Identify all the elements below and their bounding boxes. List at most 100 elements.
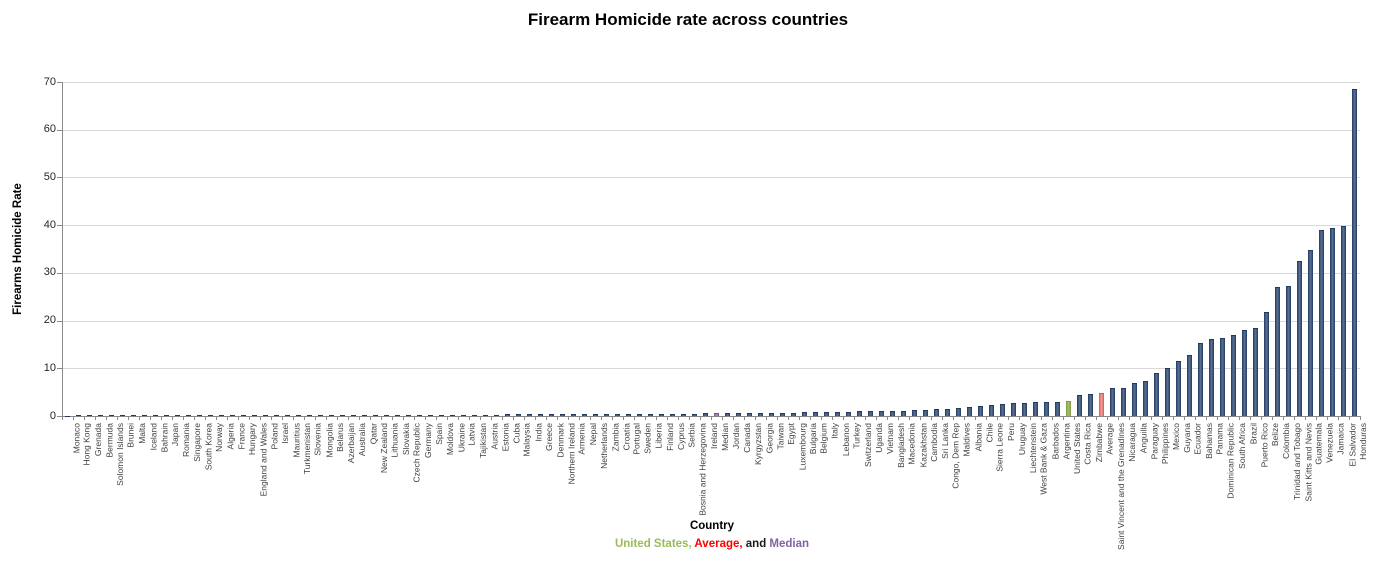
x-tick-mark xyxy=(645,416,646,420)
x-tick-mark xyxy=(1052,416,1053,420)
x-tick-mark xyxy=(425,416,426,420)
y-tick-mark xyxy=(57,272,62,274)
x-category-label: Turkey xyxy=(852,423,862,449)
x-category-label: Saint Kitts and Nevis xyxy=(1303,423,1313,502)
gridline xyxy=(62,177,1360,179)
x-tick-mark xyxy=(953,416,954,420)
x-category-label: India xyxy=(533,423,543,442)
x-category-label: Italy xyxy=(830,423,840,439)
bar-guatemala xyxy=(1308,250,1313,416)
bar-serbia xyxy=(681,414,686,416)
x-tick-mark xyxy=(975,416,976,420)
bar-romania xyxy=(175,415,180,416)
x-tick-mark xyxy=(590,416,591,420)
bar-azerbaijan xyxy=(340,415,345,416)
x-category-label: Belize xyxy=(1270,423,1280,447)
x-tick-mark xyxy=(414,416,415,420)
x-tick-mark xyxy=(249,416,250,420)
gridline xyxy=(62,272,1360,274)
x-category-label: Ireland xyxy=(709,423,719,449)
bar-qatar xyxy=(362,415,367,416)
gridline xyxy=(62,129,1360,131)
x-category-label: United States xyxy=(1072,423,1082,475)
x-category-label: Trinidad and Tobago xyxy=(1292,423,1302,501)
x-tick-mark xyxy=(821,416,822,420)
bar-uganda xyxy=(868,411,873,416)
x-category-label: Uganda xyxy=(874,423,884,453)
x-category-label: Australia xyxy=(357,423,367,457)
x-tick-mark xyxy=(513,416,514,420)
legend-part: and xyxy=(742,538,770,550)
x-category-label: Sri Lanka xyxy=(940,423,950,459)
bar-hong-kong xyxy=(76,415,81,416)
y-tick-label: 20 xyxy=(43,314,56,327)
x-category-label: Germany xyxy=(423,423,433,458)
x-tick-mark xyxy=(931,416,932,420)
x-tick-mark xyxy=(1008,416,1009,420)
x-tick-mark xyxy=(689,416,690,420)
x-tick-mark xyxy=(172,416,173,420)
x-tick-mark xyxy=(766,416,767,420)
bar-bahrain xyxy=(153,415,158,416)
x-category-label: Taiwan xyxy=(775,423,785,450)
x-tick-mark xyxy=(788,416,789,420)
bar-kazakhstan xyxy=(912,410,917,416)
x-tick-mark xyxy=(964,416,965,420)
x-category-label: Maldives xyxy=(962,423,972,457)
x-tick-mark xyxy=(183,416,184,420)
y-tick-mark xyxy=(57,368,62,370)
x-category-label: Tajikistan xyxy=(478,423,488,458)
x-tick-mark xyxy=(150,416,151,420)
x-category-label: Malta xyxy=(137,423,147,444)
y-tick-label: 30 xyxy=(43,266,56,279)
x-category-label: Japan xyxy=(170,423,180,447)
x-category-label: Congo, Dem Rep xyxy=(951,423,961,489)
x-category-label: Venezuela xyxy=(1325,423,1335,463)
x-category-label: El Salvador xyxy=(1347,423,1357,467)
x-tick-mark xyxy=(1261,416,1262,420)
x-tick-mark xyxy=(843,416,844,420)
y-axis-title: Firearms Homicide Rate xyxy=(12,183,24,315)
x-tick-mark xyxy=(106,416,107,420)
legend-part: Average, xyxy=(694,538,743,550)
x-tick-mark xyxy=(1338,416,1339,420)
x-category-label: South Africa xyxy=(1237,423,1247,469)
bar-honduras xyxy=(1352,89,1357,416)
bar-germany xyxy=(417,415,422,416)
x-category-label: Sweden xyxy=(643,423,653,454)
x-tick-mark xyxy=(634,416,635,420)
bar-finland xyxy=(659,414,664,416)
x-category-label: Hungary xyxy=(247,423,257,456)
x-category-label: Bulgaria xyxy=(808,423,818,455)
x-category-label: Portugal xyxy=(632,423,642,455)
x-category-label: Anguilla xyxy=(1138,423,1148,454)
bar-monaco xyxy=(65,416,70,417)
x-tick-mark xyxy=(579,416,580,420)
x-category-label: Bahamas xyxy=(1204,423,1214,459)
x-tick-mark xyxy=(84,416,85,420)
x-category-label: Zimbabwe xyxy=(1094,423,1104,463)
x-tick-mark xyxy=(359,416,360,420)
x-tick-mark xyxy=(546,416,547,420)
bar-argentina xyxy=(1055,402,1060,416)
bar-switzerland xyxy=(857,411,862,416)
bar-italy xyxy=(824,412,829,416)
bar-cuba xyxy=(505,414,510,416)
x-tick-mark xyxy=(73,416,74,420)
x-category-label: Argentina xyxy=(1061,423,1071,460)
bar-congo-dem-rep xyxy=(945,409,950,416)
gridline xyxy=(62,320,1360,322)
x-category-label: Barbados xyxy=(1050,423,1060,460)
x-tick-mark xyxy=(1294,416,1295,420)
x-category-label: Solomon Islands xyxy=(115,423,125,486)
bar-portugal xyxy=(626,414,631,416)
bar-chile xyxy=(978,406,983,416)
chart-title: Firearm Homicide rate across countries xyxy=(527,10,849,29)
x-category-label: Cuba xyxy=(511,423,521,444)
x-category-label: Bangladesh xyxy=(896,423,906,468)
x-tick-mark xyxy=(1019,416,1020,420)
x-tick-mark xyxy=(1085,416,1086,420)
x-category-label: Estonia xyxy=(500,423,510,452)
x-category-label: Canada xyxy=(742,423,752,453)
x-category-label: Moldova xyxy=(445,423,455,456)
